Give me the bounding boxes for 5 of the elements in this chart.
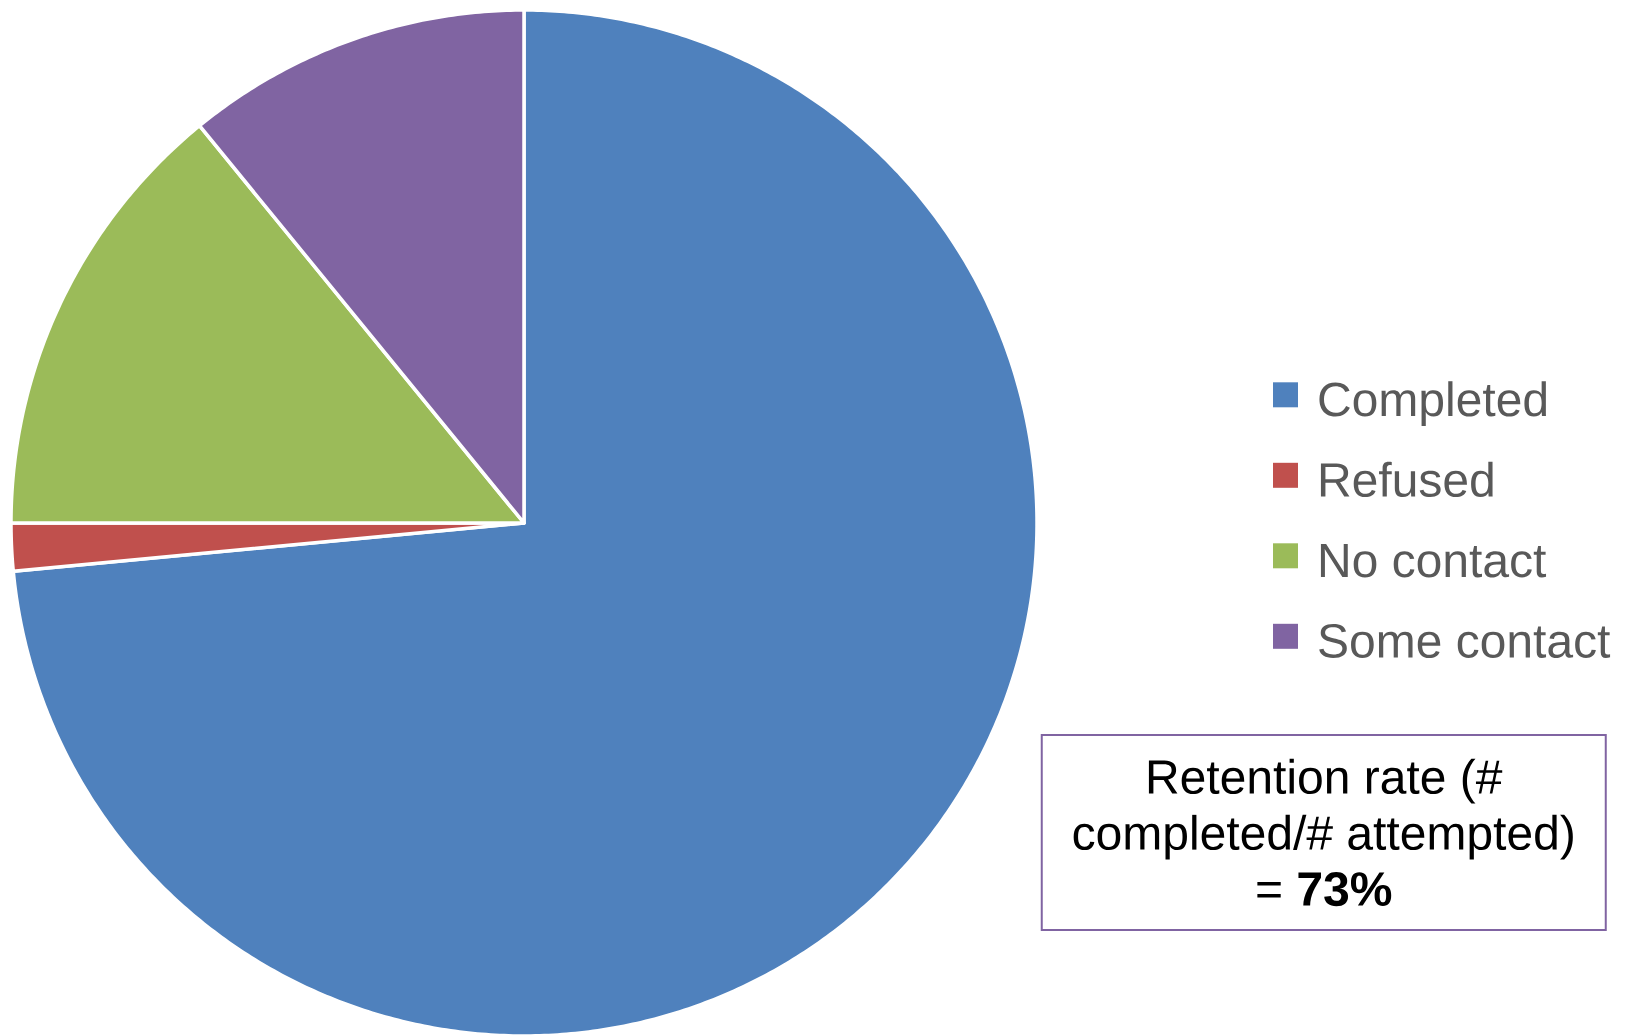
- legend-label: Completed: [1319, 381, 1546, 426]
- legend-label: Some contact: [1319, 623, 1611, 658]
- text: Retention rate (# completed/# attempted) = 73%: [1073, 758, 1573, 907]
- legend-label: No contact: [1320, 543, 1547, 578]
- legend-label: Refused: [1320, 461, 1493, 497]
